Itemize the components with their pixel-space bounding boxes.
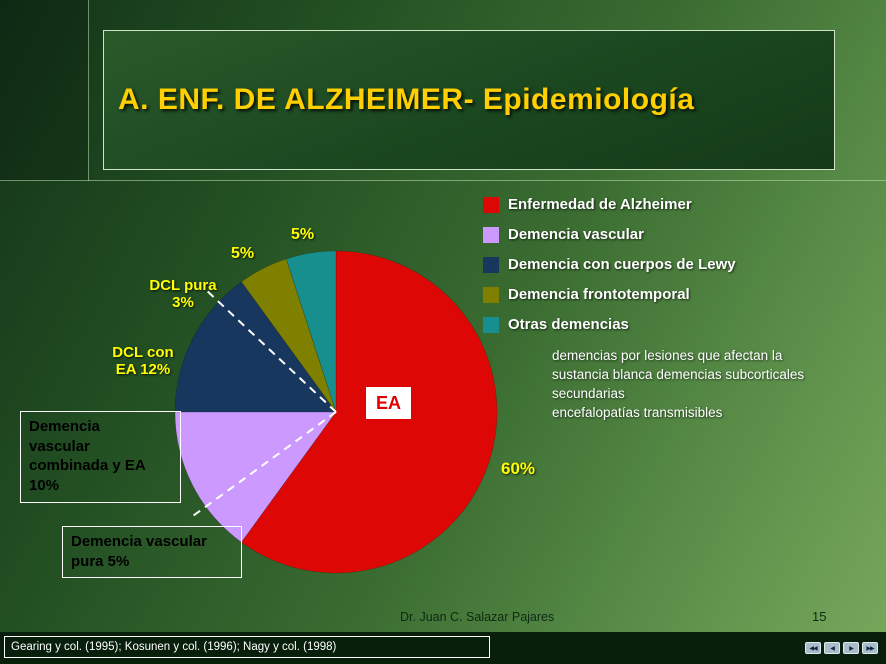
legend-otras-details: demencias por lesiones que afectan la sus…	[552, 346, 881, 422]
legend-items: Enfermedad de Alzheimer Demencia vascular…	[483, 196, 881, 333]
citation-bar: Gearing y col. (1995); Kosunen y col. (1…	[0, 632, 886, 664]
legend-item-2: Demencia vascular	[483, 226, 881, 243]
callout-vascular-pura: Demencia vascular pura 5%	[62, 526, 242, 578]
legend: Enfermedad de Alzheimer Demencia vascular…	[483, 196, 881, 422]
legend-swatch	[483, 286, 499, 303]
legend-detail-line: secundarias	[552, 386, 625, 401]
pie-label-otras-pct: 5%	[291, 226, 315, 243]
pie-dashed-divider	[188, 411, 337, 520]
pie-slice-demencia-frontotemporal	[240, 258, 337, 413]
divider-horizontal	[0, 180, 886, 181]
pie-label-dcl-con-ea: DCL con EA 12%	[112, 344, 174, 379]
legend-item-3: Demencia con cuerpos de Lewy	[483, 256, 881, 273]
page-number: 15	[812, 609, 827, 624]
pie-label-dcl-pura: DCL pura 3%	[149, 277, 217, 312]
legend-swatch	[483, 316, 499, 333]
legend-label: Demencia con cuerpos de Lewy	[508, 256, 736, 273]
legend-label: Enfermedad de Alzheimer	[508, 196, 692, 213]
legend-swatch	[483, 196, 499, 213]
legend-item-5: Otras demencias	[483, 316, 881, 333]
legend-swatch	[483, 256, 499, 273]
legend-detail-line: sustancia blanca demencias subcorticales	[552, 367, 805, 382]
legend-detail-line: demencias por lesiones que afectan la	[552, 348, 783, 363]
previous-slide-button[interactable]: ◀	[824, 642, 840, 654]
callout-vascular-combinada: Demencia vascular combinada y EA 10%	[20, 411, 181, 503]
last-slide-button[interactable]: ▶▶	[862, 642, 878, 654]
legend-label: Demencia vascular	[508, 226, 644, 243]
pie-label-alzheimer-pct: 60%	[501, 459, 536, 478]
divider-vertical	[88, 0, 89, 181]
pie-dashed-divider	[202, 286, 337, 413]
legend-item-4: Demencia frontotemporal	[483, 286, 881, 303]
legend-label: Demencia frontotemporal	[508, 286, 690, 303]
footer-author: Dr. Juan C. Salazar Pajares	[400, 610, 555, 624]
slide-title: A. ENF. DE ALZHEIMER- Epidemiología	[118, 83, 695, 116]
citation: Gearing y col. (1995); Kosunen y col. (1…	[4, 636, 490, 658]
ea-center-label-box: EA	[365, 386, 412, 420]
legend-item-1: Enfermedad de Alzheimer	[483, 196, 881, 213]
slide-nav-buttons: ◀◀ ◀ ▶ ▶▶	[805, 642, 878, 654]
legend-detail-line: encefalopatías transmisibles	[552, 405, 723, 420]
first-slide-button[interactable]: ◀◀	[805, 642, 821, 654]
corner-shade	[0, 0, 89, 181]
legend-swatch	[483, 226, 499, 243]
next-slide-button[interactable]: ▶	[843, 642, 859, 654]
title-box: A. ENF. DE ALZHEIMER- Epidemiología	[103, 30, 835, 170]
legend-label: Otras demencias	[508, 316, 629, 333]
pie-label-frontotemporal-pct: 5%	[231, 245, 255, 262]
pie-slice-demencia-con-cuerpos-de-lewy	[174, 281, 337, 413]
pie-slice-demencia-vascular	[174, 411, 337, 543]
pie-slice-otras-demencias	[285, 250, 337, 413]
